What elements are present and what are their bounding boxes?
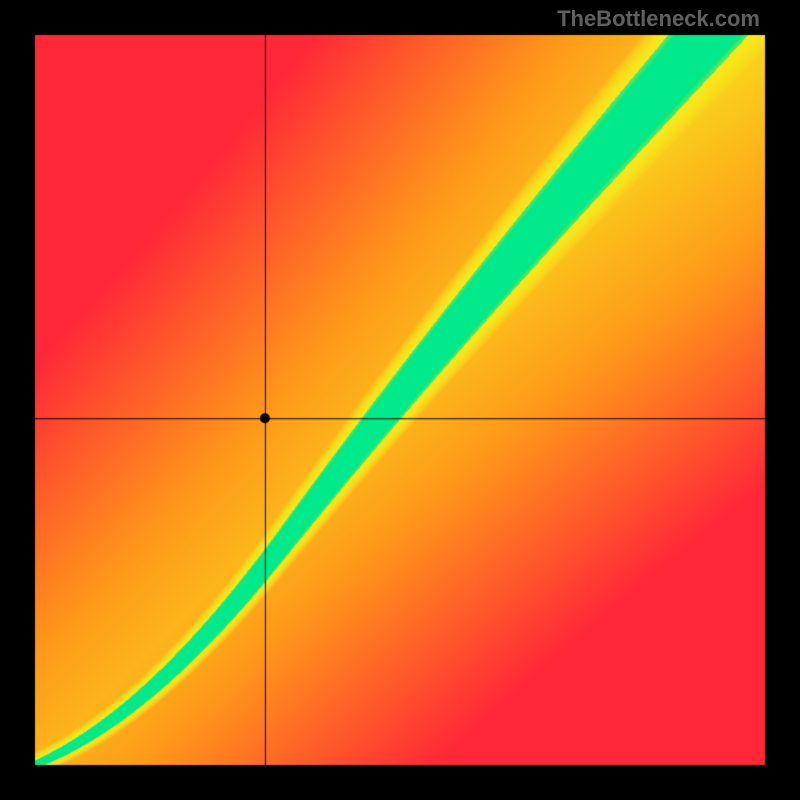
- watermark-text: TheBottleneck.com: [557, 6, 760, 32]
- chart-container: TheBottleneck.com: [0, 0, 800, 800]
- bottleneck-heatmap: [0, 0, 800, 800]
